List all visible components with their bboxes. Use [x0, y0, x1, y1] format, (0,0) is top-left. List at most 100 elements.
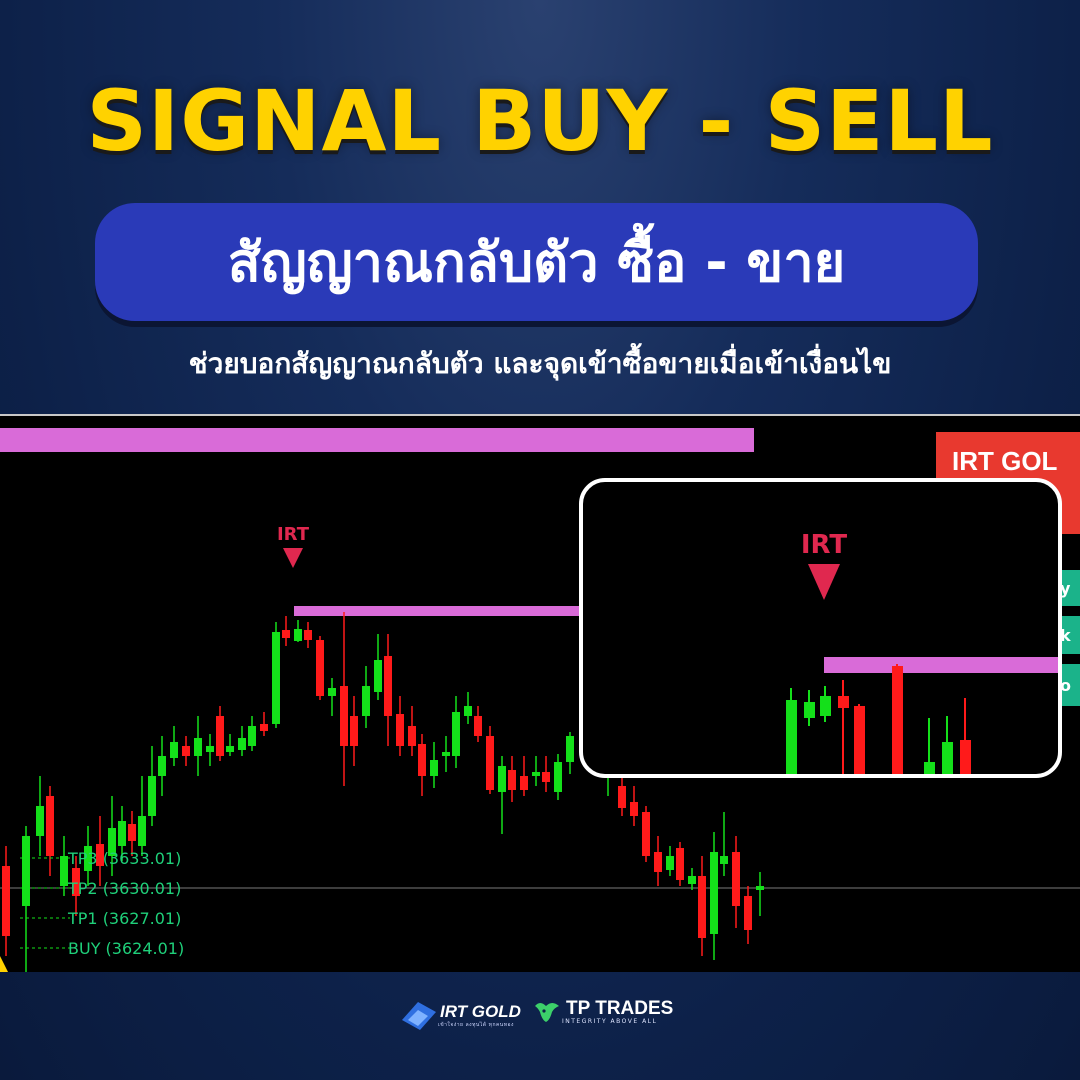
zoom-candle-body	[854, 706, 865, 774]
tp3-label: TP3 (3633.01)	[67, 849, 181, 868]
zoom-candle-body	[804, 702, 815, 718]
candle-body	[96, 844, 104, 866]
candle-body	[554, 762, 562, 792]
resistance-zone	[294, 606, 594, 616]
candlestick-chart: IRT TP3 (3633.01) TP2 (3630.01) TP1 (362…	[0, 428, 1080, 972]
candle-body	[36, 806, 44, 836]
candle-body	[22, 836, 30, 906]
candle-body	[206, 746, 214, 752]
resistance-zone-top	[0, 428, 754, 452]
candle-body	[508, 770, 516, 790]
zoom-candle-body	[838, 696, 849, 708]
candle-body	[396, 714, 404, 746]
candle-body	[170, 742, 178, 758]
candle-body	[216, 716, 224, 756]
candle-body	[238, 738, 246, 750]
thai-subtitle: ช่วยบอกสัญญาณกลับตัว และจุดเข้าซื้อขายเม…	[188, 347, 892, 380]
irt-gold-logo: IRT GOLD เข้าใจง่าย ลงทุนได้ ทุกคนทอง	[400, 998, 521, 1032]
panel-row-2-text: k	[1060, 626, 1071, 645]
tp-trades-tagline: INTEGRITY ABOVE ALL	[562, 1018, 658, 1025]
tp-trades-bull-icon	[535, 1003, 559, 1022]
candle-body	[430, 760, 438, 776]
candle-body	[248, 726, 256, 746]
candle-body	[452, 712, 460, 756]
candle-body	[418, 744, 426, 776]
candle-body	[498, 766, 506, 792]
candle-body	[642, 812, 650, 856]
zoom-candle-body	[960, 740, 971, 774]
panel-row-3-text: o	[1060, 676, 1071, 695]
tp-trades-logo: TP TRADES INTEGRITY ABOVE ALL	[532, 998, 673, 1026]
candle-body	[618, 786, 626, 808]
irt-gold-tagline: เข้าใจง่าย ลงทุนได้ ทุกคนทอง	[438, 1021, 514, 1028]
candle-body	[744, 896, 752, 930]
zoom-candle-body	[924, 762, 935, 774]
candle-body	[350, 716, 358, 746]
candle-body	[304, 630, 312, 640]
candle-body	[384, 656, 392, 716]
candle-body	[340, 686, 348, 746]
candle-body	[260, 724, 268, 731]
candle-body	[362, 686, 370, 716]
candle-body	[474, 716, 482, 736]
zoom-zone	[824, 657, 1058, 673]
candle-body	[408, 726, 416, 746]
candle-body	[60, 856, 68, 886]
candle-body	[148, 776, 156, 816]
candle-body	[464, 706, 472, 716]
candle-body	[84, 846, 92, 871]
candle-body	[756, 886, 764, 890]
chart-screenshot: IRT TP3 (3633.01) TP2 (3630.01) TP1 (362…	[0, 414, 1080, 972]
candle-body	[666, 856, 674, 870]
candle-body	[542, 772, 550, 782]
irt-gold-mark-icon	[402, 1002, 436, 1030]
zoom-candle-body	[942, 742, 953, 774]
candle-body	[128, 824, 136, 841]
zoom-inset: IRT	[579, 478, 1062, 778]
candle-body	[654, 852, 662, 872]
candle-body	[294, 629, 302, 641]
buy-marker-icon	[0, 956, 8, 972]
zoom-candle-body	[786, 700, 797, 774]
zoom-sell-arrow-icon	[808, 564, 840, 600]
candle-body	[72, 868, 80, 896]
candle-body	[688, 876, 696, 884]
thai-title-banner: สัญญาณกลับตัว ซื้อ - ขาย	[95, 203, 978, 321]
sell-arrow-icon	[283, 548, 303, 568]
candle-body	[532, 772, 540, 776]
candle-body	[710, 852, 718, 934]
candle-body	[698, 876, 706, 938]
candle-body	[316, 640, 324, 696]
candle-body	[630, 802, 638, 816]
candle-body	[182, 746, 190, 756]
candle-body	[46, 796, 54, 856]
irt-gold-brand: IRT GOLD	[440, 1001, 521, 1021]
candle-body	[720, 856, 728, 864]
candle-body	[282, 630, 290, 638]
candle-body	[2, 866, 10, 936]
signal-label: IRT	[277, 524, 310, 545]
candle-body	[486, 736, 494, 790]
tp2-label: TP2 (3630.01)	[67, 879, 181, 898]
candle-body	[520, 776, 528, 790]
candle-body	[194, 738, 202, 756]
thai-title: สัญญาณกลับตัว ซื้อ - ขาย	[227, 231, 846, 294]
zoom-candle-body	[820, 696, 831, 716]
panel-row-1-text: y	[1060, 579, 1071, 598]
zoom-candle-body	[892, 666, 903, 774]
candle-body	[138, 816, 146, 846]
candle-body	[676, 848, 684, 880]
candle-body	[108, 828, 116, 856]
candle-body	[158, 756, 166, 776]
candle-body	[328, 688, 336, 696]
candle-body	[442, 752, 450, 756]
zoom-signal-label: IRT	[801, 530, 848, 560]
tp-trades-brand: TP TRADES	[566, 998, 674, 1019]
candle-body	[374, 660, 382, 692]
candle-body	[272, 632, 280, 724]
candle-body	[732, 852, 740, 906]
candle-body	[566, 736, 574, 762]
tp1-label: TP1 (3627.01)	[67, 909, 181, 928]
candle-body	[226, 746, 234, 752]
buy-label: BUY (3624.01)	[68, 939, 184, 958]
